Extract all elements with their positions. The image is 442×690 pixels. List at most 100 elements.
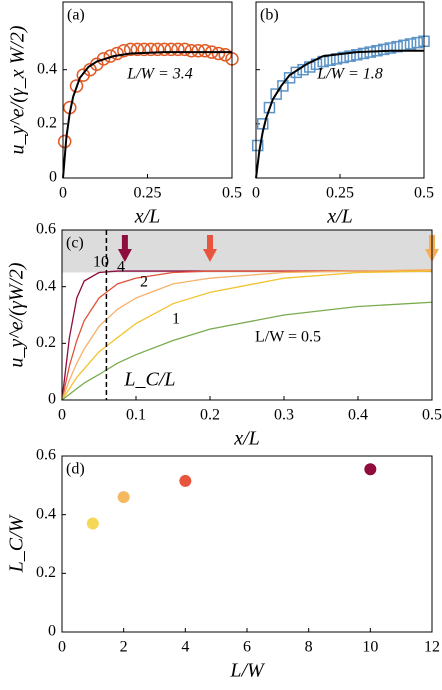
x-axis-label: x/L (134, 206, 161, 228)
arrow (117, 235, 132, 262)
x-axis-label: x/L (233, 428, 260, 450)
y-tick-label: 0 (48, 391, 56, 408)
y-tick-label: 0.2 (36, 564, 56, 581)
data-point (218, 48, 232, 62)
y-tick-label: 0.2 (36, 334, 56, 351)
data-point (404, 38, 417, 50)
line-label: 10 (93, 254, 109, 271)
data-point (157, 42, 172, 57)
data-point (198, 43, 212, 58)
x-tick-label: 6 (243, 639, 251, 656)
data-point (263, 101, 276, 114)
data-point (290, 66, 303, 79)
data-point (69, 79, 84, 93)
data-point (110, 46, 124, 61)
x-tick-label: 0.5 (414, 185, 434, 202)
y-tick-label: 0.6 (36, 447, 56, 464)
data-point (177, 42, 192, 57)
arrow (203, 235, 217, 262)
panel: 0 2 4 6 8 10 12 0 0.2 0.4 0.6 (d) L/W L_C/W (6, 447, 440, 682)
data-point (357, 47, 370, 60)
line-label: 2 (140, 274, 148, 291)
y-tick-label: 0.6 (36, 221, 56, 238)
panel-label: (d) (66, 461, 85, 478)
data-point (184, 43, 199, 58)
x-tick-label: 0.3 (274, 407, 294, 424)
line (61, 270, 433, 401)
x-tick-label: 0 (58, 639, 66, 656)
data-point (251, 139, 264, 152)
y-axis-label: L_C/W (6, 513, 28, 573)
x-tick-label: 0 (58, 407, 66, 424)
x-tick-label: 0.25 (326, 185, 354, 202)
y-tick-label: 0 (49, 169, 57, 186)
x-tick-label: 0.2 (200, 407, 220, 424)
x-tick-label: 0 (59, 185, 67, 202)
x-tick-label: 0.4 (348, 407, 368, 424)
data-point (270, 88, 282, 100)
x-tick-label: 8 (305, 639, 313, 656)
data-point (150, 42, 165, 57)
line (62, 51, 232, 179)
line-label: 4 (117, 259, 125, 276)
y-tick-label: 0 (48, 623, 56, 640)
data-point (364, 463, 377, 476)
vline-label: L_C/L (123, 369, 175, 391)
panel-label: (b) (260, 7, 279, 24)
axes-frame (61, 229, 433, 401)
panel: 0 0.25 0.5 0 0.2 0.4 L/W = 3.4 (a) x/L u_y^e/(γ_x… (7, 1, 242, 228)
line (61, 301, 433, 401)
data-point (171, 42, 185, 57)
data-point (86, 517, 99, 530)
data-point (117, 491, 130, 504)
y-tick-label: 0.4 (36, 505, 56, 522)
x-tick-label: 2 (120, 639, 128, 656)
data-point (411, 36, 424, 49)
axes-frame (61, 455, 433, 633)
annotation: L/W = 1.8 (316, 66, 382, 83)
x-tick-label: 10 (362, 639, 378, 656)
data-point (211, 46, 226, 61)
data-point (384, 42, 397, 54)
y-axis-label: u_y^e/(γ_x W/2) (7, 25, 29, 154)
data-point (123, 42, 138, 57)
data-point (164, 42, 178, 57)
y-axis-label: u_y^e/(γW/2) (6, 262, 28, 368)
data-point (96, 52, 111, 66)
line-label: L/W = 0.5 (255, 329, 321, 346)
data-point (191, 43, 205, 58)
x-tick-label: 0.5 (422, 407, 442, 424)
data-point (277, 80, 289, 92)
data-point (130, 42, 145, 57)
axes-frame (255, 1, 425, 179)
data-point (117, 43, 131, 58)
data-point (137, 42, 151, 57)
line (255, 49, 424, 179)
annotation: L/W = 3.4 (126, 66, 192, 83)
data-point (344, 50, 356, 62)
panel: 0 0.25 0.5 L/W = 1.8 (b) x/L (251, 1, 434, 228)
panel: 0 0.1 0.2 0.3 0.4 0.5 0 0.2 0.4 0.6 10 42 1 L/W = 0.5… (6, 221, 442, 450)
line-label: 1 (172, 311, 180, 328)
panel-label: (a) (67, 7, 85, 24)
x-tick-label: 0 (252, 185, 260, 202)
x-axis-label: x/L (326, 206, 353, 228)
y-tick-label: 0.4 (37, 60, 57, 77)
x-tick-label: 12 (424, 639, 440, 656)
x-tick-label: 4 (181, 639, 189, 656)
y-tick-label: 0.4 (36, 277, 56, 294)
line (61, 270, 432, 401)
x-tick-label: 0.25 (134, 185, 162, 202)
y-tick-label: 0.2 (37, 115, 57, 132)
axes-frame (62, 1, 233, 179)
data-point (351, 49, 363, 61)
x-axis-label: L/W (229, 660, 266, 682)
data-point (144, 42, 158, 57)
panel-label: (c) (66, 235, 84, 252)
data-point (179, 474, 192, 487)
x-tick-label: 0.5 (222, 185, 242, 202)
line (61, 269, 433, 401)
data-point (337, 51, 350, 64)
data-point (377, 43, 390, 56)
